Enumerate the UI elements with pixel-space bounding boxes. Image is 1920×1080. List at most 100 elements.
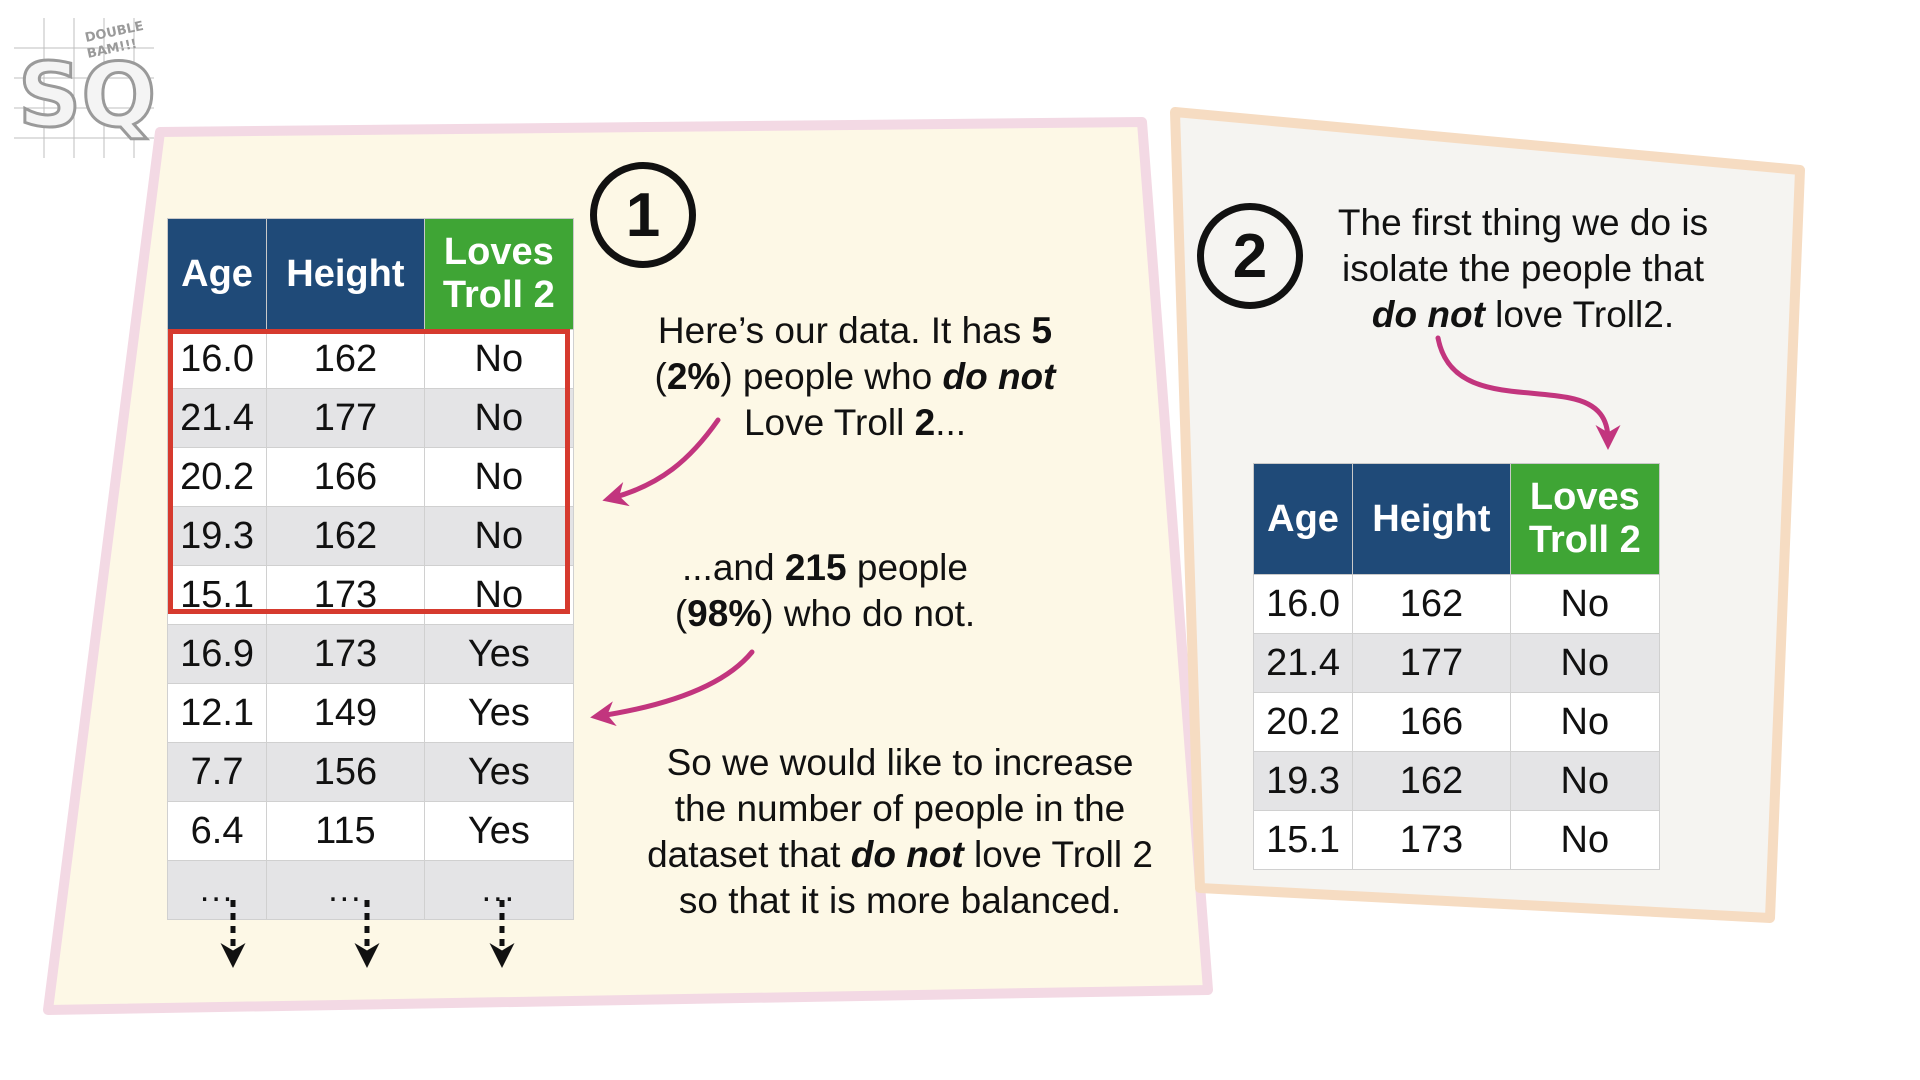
table-header-row: Age Height Loves Troll 2 [1252,463,1661,575]
header-height: Height [1352,463,1511,575]
header-loves-line-2: Troll 2 [1528,519,1641,561]
cell-age: 16.0 [166,329,268,389]
note1-emphasis: do not [942,356,1056,397]
note1-text-h: 2 [914,402,936,443]
note-majority-summary: ...and 215 people (98%) who do not. [640,545,1010,637]
note3-text-c: love Troll 2 so that it is more balanced… [678,834,1153,921]
cell-loves: No [1509,574,1661,634]
header-age: Age [166,218,268,330]
cell-age: 15.1 [1252,810,1354,870]
cell-age: 21.4 [166,388,268,448]
table-header-row: Age Height Loves Troll 2 [166,218,575,330]
cell-age: 19.3 [1252,751,1354,811]
note1-text-g: Love Troll [743,402,915,443]
isolated-minority-table: Age Height Loves Troll 2 16.0 162 No 21.… [1252,463,1661,870]
note3-text-a: So we would like to increase the number … [647,742,1134,875]
cell-height: 177 [1352,633,1511,693]
cell-loves: No [1509,751,1661,811]
cell-loves: Yes [423,801,575,861]
table-row: 21.4 177 No [1252,633,1661,693]
logo: SQ! DOUBLE BAM!!! [14,18,164,158]
cell-loves: No [1509,692,1661,752]
note1-percent: 2% [666,356,721,397]
table-row: 20.2 166 No [166,447,575,507]
table-row: 20.2 166 No [1252,692,1661,752]
note3-emphasis: do not [850,834,964,875]
cell-loves: No [423,447,575,507]
cell-age: 20.2 [166,447,268,507]
header-age: Age [1252,463,1354,575]
cell-height: 173 [1352,810,1511,870]
note1-text-e: ) people who [720,356,943,397]
cell-height: 115 [266,801,425,861]
table-ellipsis-row: ... ... ... [166,860,575,920]
cell-age: 6.4 [166,801,268,861]
note2-count: 215 [784,547,847,588]
note1-count: 5 [1031,310,1053,351]
cell-height: 149 [266,683,425,743]
note4-text-c: love Troll2. [1484,294,1675,335]
svg-text:SQ!: SQ! [18,44,164,147]
cell-age: 21.4 [1252,633,1354,693]
cell-height: 162 [1352,574,1511,634]
header-loves-line-2: Troll 2 [442,274,555,316]
cell-height: 162 [266,506,425,566]
cell-age: 12.1 [166,683,268,743]
cell-height: 166 [266,447,425,507]
cell-height: 162 [1352,751,1511,811]
step-2-marker: 2 [1197,203,1303,309]
cell-age: 19.3 [166,506,268,566]
step-1-marker: 1 [590,162,696,268]
cell-loves: No [423,329,575,389]
note4-text-a: The first thing we do is isolate the peo… [1337,202,1709,289]
cell-age: 16.9 [166,624,268,684]
table-row: 16.0 162 No [1252,574,1661,634]
full-dataset-table: Age Height Loves Troll 2 16.0 162 No 21.… [166,218,575,920]
cell-loves: No [423,388,575,448]
cell-loves: Yes [423,742,575,802]
cell-loves: Yes [423,683,575,743]
cell-loves: No [423,565,575,625]
table-row: 15.1 173 No [166,565,575,625]
table-row: 15.1 173 No [1252,810,1661,870]
cell-height: 166 [1352,692,1511,752]
table-row: 12.1 149 Yes [166,683,575,743]
header-loves-troll-2: Loves Troll 2 [423,218,575,330]
table-row: 7.7 156 Yes [166,742,575,802]
header-loves-line-1: Loves [443,231,554,274]
cell-height: 156 [266,742,425,802]
note-data-summary: Here’s our data. It has 5 (2%) people wh… [640,308,1070,446]
header-height: Height [266,218,425,330]
cell-loves: Yes [423,624,575,684]
ellipsis-height: ... [266,860,425,920]
note2-percent: 98% [687,593,762,634]
cell-height: 162 [266,329,425,389]
note4-emphasis: do not [1371,294,1485,335]
cell-height: 173 [266,565,425,625]
ellipsis-loves: ... [423,860,575,920]
header-loves-line-1: Loves [1529,476,1640,519]
note2-text-a: ...and [682,547,785,588]
table-row: 19.3 162 No [166,506,575,566]
cell-loves: No [423,506,575,566]
note1-text-c: ( [654,356,667,397]
note1-text-a: Here’s our data. It has [657,310,1032,351]
note2-text-c: people [846,547,968,588]
cell-loves: No [1509,633,1661,693]
cell-age: 20.2 [1252,692,1354,752]
header-loves-troll-2: Loves Troll 2 [1509,463,1661,575]
note-isolate-step: The first thing we do is isolate the peo… [1318,200,1728,338]
cell-age: 16.0 [1252,574,1354,634]
table-row: 21.4 177 No [166,388,575,448]
table-row: 16.9 173 Yes [166,624,575,684]
note2-text-d: ( [674,593,688,634]
cell-age: 15.1 [166,565,268,625]
note-balance-goal: So we would like to increase the number … [645,740,1155,924]
note2-text-f: ) who do not. [761,593,976,634]
table-row: 19.3 162 No [1252,751,1661,811]
cell-height: 173 [266,624,425,684]
cell-loves: No [1509,810,1661,870]
cell-height: 177 [266,388,425,448]
step-2-number: 2 [1232,221,1268,291]
table-row: 16.0 162 No [166,329,575,389]
